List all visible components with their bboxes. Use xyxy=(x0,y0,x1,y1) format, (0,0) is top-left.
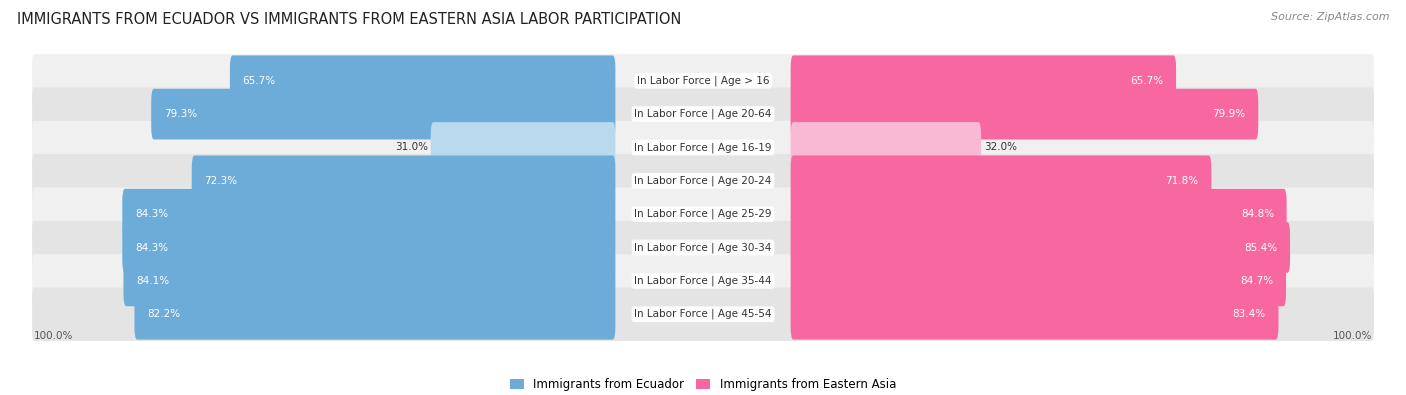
FancyBboxPatch shape xyxy=(430,122,616,173)
FancyBboxPatch shape xyxy=(32,121,1374,174)
Text: Source: ZipAtlas.com: Source: ZipAtlas.com xyxy=(1271,12,1389,22)
Text: In Labor Force | Age 20-24: In Labor Force | Age 20-24 xyxy=(634,175,772,186)
FancyBboxPatch shape xyxy=(32,54,1374,107)
Text: 84.3%: 84.3% xyxy=(135,243,169,252)
FancyBboxPatch shape xyxy=(231,55,616,106)
FancyBboxPatch shape xyxy=(32,188,1374,241)
Text: In Labor Force | Age 30-34: In Labor Force | Age 30-34 xyxy=(634,242,772,253)
Text: 82.2%: 82.2% xyxy=(148,309,180,319)
Text: 100.0%: 100.0% xyxy=(1333,331,1372,341)
FancyBboxPatch shape xyxy=(790,222,1291,273)
Text: In Labor Force | Age 35-44: In Labor Force | Age 35-44 xyxy=(634,276,772,286)
Text: In Labor Force | Age 45-54: In Labor Force | Age 45-54 xyxy=(634,309,772,320)
FancyBboxPatch shape xyxy=(152,89,616,139)
Text: 79.3%: 79.3% xyxy=(165,109,197,119)
FancyBboxPatch shape xyxy=(122,222,616,273)
FancyBboxPatch shape xyxy=(32,254,1374,308)
FancyBboxPatch shape xyxy=(790,289,1278,340)
Text: In Labor Force | Age 16-19: In Labor Force | Age 16-19 xyxy=(634,142,772,153)
Text: 84.8%: 84.8% xyxy=(1240,209,1274,219)
Text: 84.7%: 84.7% xyxy=(1240,276,1274,286)
Text: 83.4%: 83.4% xyxy=(1233,309,1265,319)
FancyBboxPatch shape xyxy=(790,189,1286,239)
Text: 100.0%: 100.0% xyxy=(34,331,73,341)
FancyBboxPatch shape xyxy=(790,156,1212,206)
FancyBboxPatch shape xyxy=(32,87,1374,141)
Text: In Labor Force | Age 25-29: In Labor Force | Age 25-29 xyxy=(634,209,772,220)
Text: 31.0%: 31.0% xyxy=(395,143,427,152)
FancyBboxPatch shape xyxy=(124,256,616,306)
Text: 84.3%: 84.3% xyxy=(135,209,169,219)
FancyBboxPatch shape xyxy=(790,55,1175,106)
FancyBboxPatch shape xyxy=(790,89,1258,139)
Text: 84.1%: 84.1% xyxy=(136,276,169,286)
Text: IMMIGRANTS FROM ECUADOR VS IMMIGRANTS FROM EASTERN ASIA LABOR PARTICIPATION: IMMIGRANTS FROM ECUADOR VS IMMIGRANTS FR… xyxy=(17,12,682,27)
FancyBboxPatch shape xyxy=(790,122,981,173)
Text: 65.7%: 65.7% xyxy=(1130,76,1163,86)
Text: 79.9%: 79.9% xyxy=(1212,109,1246,119)
Text: In Labor Force | Age 20-64: In Labor Force | Age 20-64 xyxy=(634,109,772,119)
FancyBboxPatch shape xyxy=(191,156,616,206)
Text: 85.4%: 85.4% xyxy=(1244,243,1278,252)
Text: 65.7%: 65.7% xyxy=(243,76,276,86)
FancyBboxPatch shape xyxy=(32,154,1374,207)
FancyBboxPatch shape xyxy=(790,256,1286,306)
FancyBboxPatch shape xyxy=(122,189,616,239)
Text: 32.0%: 32.0% xyxy=(984,143,1017,152)
Text: 72.3%: 72.3% xyxy=(204,176,238,186)
Text: In Labor Force | Age > 16: In Labor Force | Age > 16 xyxy=(637,75,769,86)
FancyBboxPatch shape xyxy=(32,221,1374,274)
Legend: Immigrants from Ecuador, Immigrants from Eastern Asia: Immigrants from Ecuador, Immigrants from… xyxy=(505,373,901,395)
Text: 71.8%: 71.8% xyxy=(1166,176,1199,186)
FancyBboxPatch shape xyxy=(135,289,616,340)
FancyBboxPatch shape xyxy=(32,288,1374,341)
